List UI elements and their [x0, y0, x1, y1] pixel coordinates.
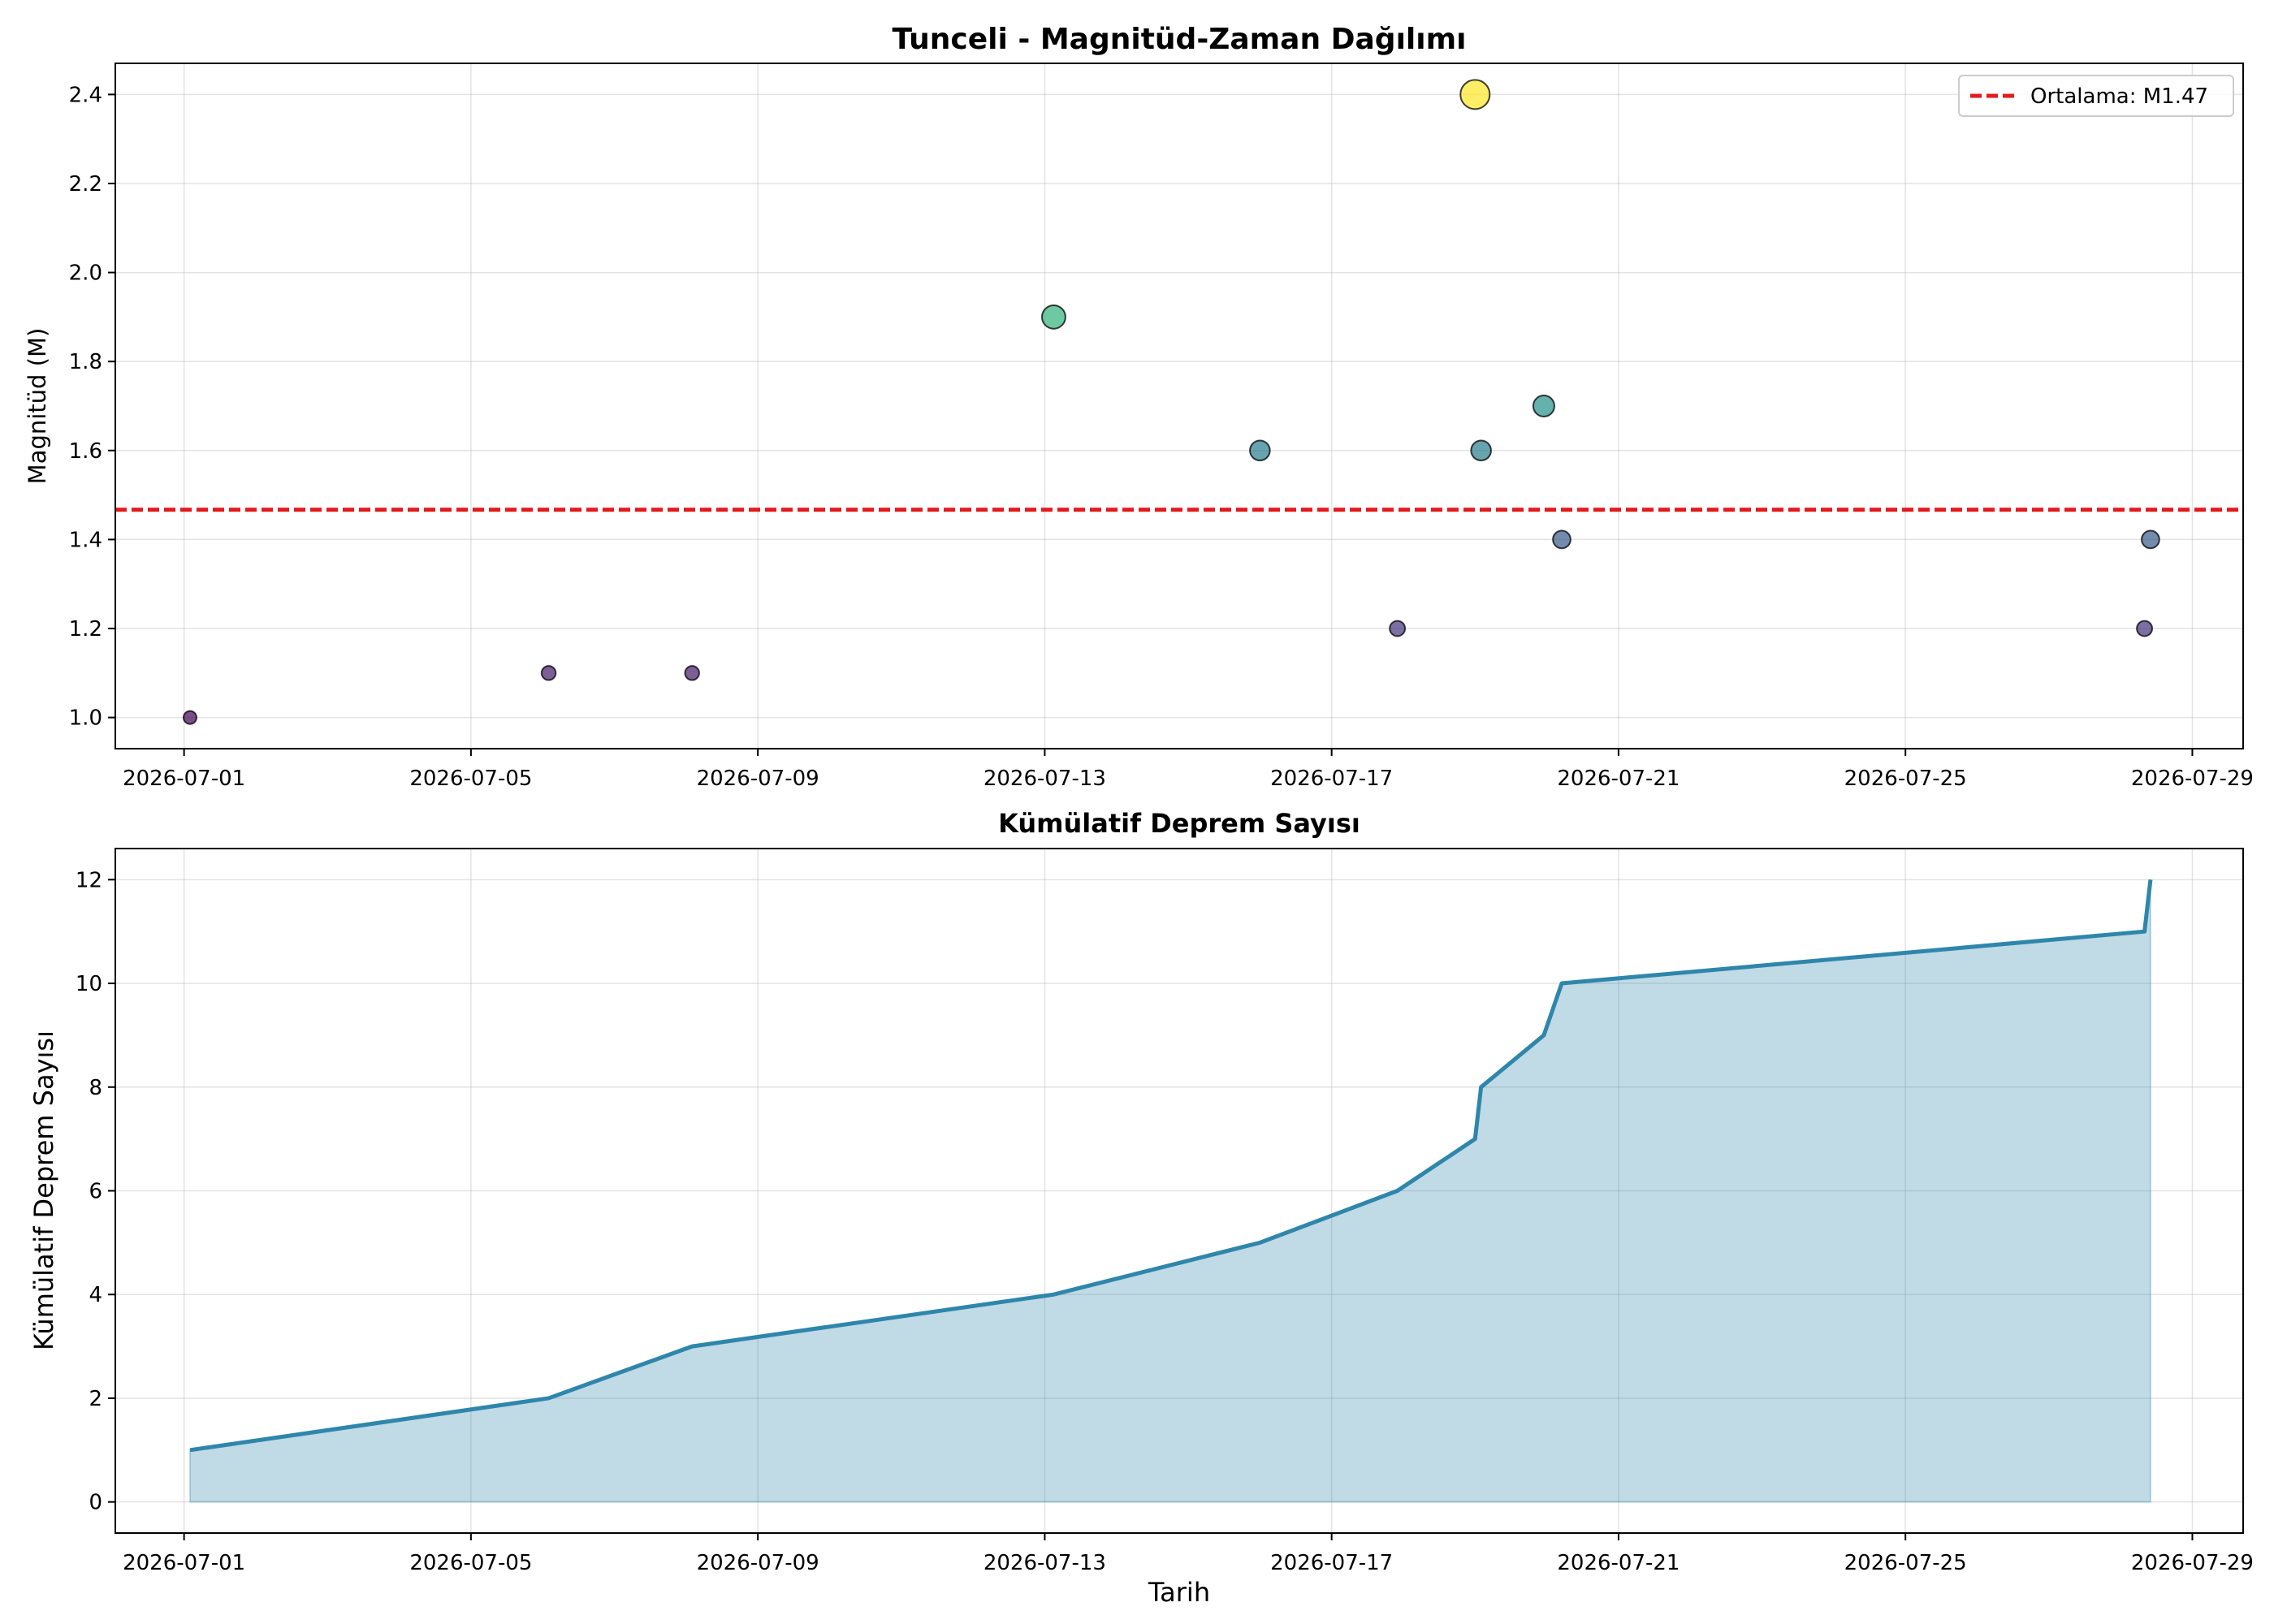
cumulative-chart-title: Kümülatif Deprem Sayısı — [998, 808, 1360, 839]
x-tick-label: 2026-07-25 — [1844, 1551, 1967, 1575]
cumulative-line — [189, 879, 2153, 1453]
earthquake-point — [1470, 439, 1492, 462]
y-tick-label: 0 — [89, 1491, 102, 1515]
x-tick-label: 2026-07-29 — [2131, 767, 2254, 791]
earthquake-point — [182, 710, 197, 725]
scatter-y-ticks: 1.0 1.2 1.4 1.6 1.8 2.0 2.2 2.4 — [69, 83, 115, 731]
y-tick-label: 10 — [76, 972, 102, 996]
earthquake-point — [1552, 529, 1571, 550]
cumulative-x-ticks: 2026-07-01 2026-07-05 2026-07-09 2026-07-13… — [123, 1533, 2254, 1575]
scatter-axes-frame — [115, 63, 2244, 749]
earthquake-point — [2141, 529, 2160, 550]
legend-label: Ortalama: M1.47 — [2030, 84, 2208, 109]
cumulative-count-panel: Kümülatif Deprem Sayısı Kümülatif Deprem… — [28, 808, 2254, 1608]
scatter-chart-title: Tunceli - Magnitüd-Zaman Dağılımı — [893, 23, 1467, 56]
y-tick-label: 8 — [89, 1076, 102, 1100]
earthquake-point — [1532, 395, 1555, 417]
scatter-x-ticks: 2026-07-01 2026-07-05 2026-07-09 2026-07-13… — [123, 749, 2254, 791]
earthquake-point — [2136, 620, 2153, 637]
earthquake-point — [1459, 79, 1491, 110]
scatter-y-axis-label: Magnitüd (M) — [24, 328, 51, 485]
scatter-legend: Ortalama: M1.47 — [1958, 75, 2234, 117]
x-tick-label: 2026-07-21 — [1557, 1551, 1680, 1575]
magnitude-time-panel: Tunceli - Magnitüd-Zaman Dağılımı Magnit… — [24, 23, 2254, 791]
y-tick-label: 2.4 — [69, 83, 102, 107]
x-tick-label: 2026-07-05 — [409, 1551, 532, 1575]
earthquake-point — [1389, 620, 1407, 637]
y-tick-label: 6 — [89, 1180, 102, 1204]
x-tick-label: 2026-07-01 — [123, 767, 245, 791]
cumulative-grid — [115, 849, 2243, 1533]
x-tick-label: 2026-07-01 — [123, 1551, 245, 1575]
y-tick-label: 1.8 — [69, 350, 102, 374]
y-tick-label: 1.2 — [69, 617, 102, 641]
cumulative-y-ticks: 0 2 4 6 8 10 12 — [76, 868, 115, 1515]
y-tick-label: 2 — [89, 1387, 102, 1411]
earthquake-point — [684, 665, 700, 681]
cumulative-x-axis-label: Tarih — [1148, 1577, 1210, 1608]
x-tick-label: 2026-07-09 — [697, 1551, 819, 1575]
earthquake-point — [540, 665, 557, 681]
earthquake-point — [1041, 304, 1066, 330]
cumulative-y-axis-label: Kümülatif Deprem Sayısı — [28, 1030, 59, 1350]
x-tick-label: 2026-07-25 — [1844, 767, 1967, 791]
y-tick-label: 12 — [76, 868, 102, 892]
x-tick-label: 2026-07-09 — [697, 767, 819, 791]
y-tick-label: 4 — [89, 1283, 102, 1307]
x-tick-label: 2026-07-17 — [1270, 1551, 1393, 1575]
x-tick-label: 2026-07-13 — [984, 767, 1106, 791]
y-tick-label: 1.6 — [69, 439, 102, 464]
scatter-points — [182, 79, 2160, 725]
y-tick-label: 2.2 — [69, 172, 102, 197]
legend-box — [1958, 75, 2234, 117]
cumulative-axes-frame — [115, 848, 2244, 1534]
y-tick-label: 2.0 — [69, 261, 102, 286]
x-tick-label: 2026-07-13 — [984, 1551, 1106, 1575]
x-tick-label: 2026-07-29 — [2131, 1551, 2254, 1575]
y-tick-label: 1.4 — [69, 528, 102, 552]
x-tick-label: 2026-07-17 — [1270, 767, 1393, 791]
earthquake-point — [1249, 439, 1271, 462]
y-tick-label: 1.0 — [69, 706, 102, 731]
scatter-grid — [115, 63, 2243, 749]
x-tick-label: 2026-07-21 — [1557, 767, 1680, 791]
cumulative-line-group — [189, 879, 2153, 1453]
x-tick-label: 2026-07-05 — [409, 767, 532, 791]
